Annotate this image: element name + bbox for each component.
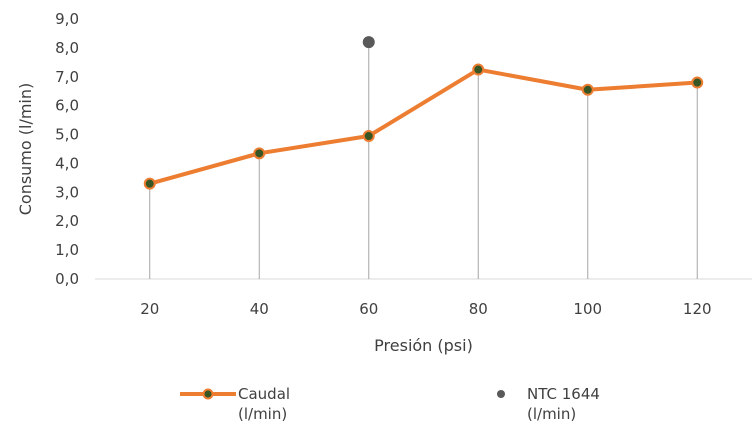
legend-ntc-label: NTC 1644 [527, 385, 600, 403]
caudal-point [143, 177, 156, 190]
y-tick-label: 1,0 [55, 241, 79, 259]
y-tick-label: 9,0 [55, 10, 79, 28]
y-axis-title: Consumo (l/min) [16, 83, 35, 216]
caudal-point [362, 130, 375, 142]
legend-caudal-unit: (l/min) [238, 405, 287, 423]
y-tick-label: 7,0 [55, 68, 79, 86]
drop-lines [149, 42, 698, 279]
legend-caudal-label: Caudal [238, 385, 290, 403]
series-caudal-markers [143, 63, 704, 190]
y-tick-label: 6,0 [55, 97, 79, 115]
legend-ntc-swatch-marker [497, 390, 505, 398]
legend-item-ntc: NTC 1644 (l/min) [497, 385, 600, 423]
caudal-point [581, 83, 594, 96]
x-tick-label: 40 [250, 300, 269, 318]
x-axis-title: Presión (psi) [374, 336, 473, 355]
legend: Caudal (l/min) NTC 1644 (l/min) [180, 385, 600, 423]
legend-item-caudal: Caudal (l/min) [180, 385, 290, 423]
x-axis-ticks: 20 40 60 80 100 120 [140, 300, 711, 318]
y-tick-label: 3,0 [55, 183, 79, 201]
legend-caudal-swatch-marker [202, 388, 214, 400]
legend-ntc-unit: (l/min) [527, 405, 576, 423]
x-tick-label: 20 [140, 300, 159, 318]
series-caudal-line [147, 67, 700, 186]
x-tick-label: 100 [573, 300, 602, 318]
y-tick-label: 4,0 [55, 154, 79, 172]
x-tick-label: 120 [683, 300, 712, 318]
y-tick-label: 5,0 [55, 126, 79, 144]
x-tick-label: 60 [359, 300, 378, 318]
ntc-point [362, 36, 375, 49]
caudal-point [472, 63, 485, 76]
caudal-point [691, 76, 704, 89]
y-tick-label: 2,0 [55, 212, 79, 230]
y-tick-label: 0,0 [55, 270, 79, 288]
y-tick-label: 8,0 [55, 39, 79, 57]
y-axis-ticks: 0,0 1,0 2,0 3,0 4,0 5,0 6,0 7,0 8,0 9,0 [55, 10, 79, 288]
series-ntc-points [362, 36, 375, 49]
caudal-point [253, 147, 266, 160]
x-tick-label: 80 [469, 300, 488, 318]
